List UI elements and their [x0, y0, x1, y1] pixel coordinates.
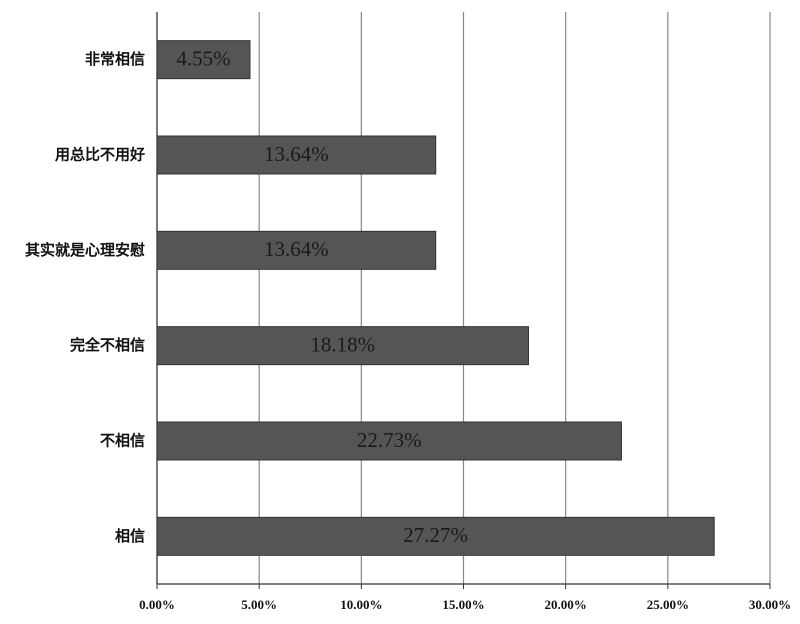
value-label: 18.18% [310, 332, 375, 356]
bar [156, 135, 437, 175]
y-tick-label: 其实就是心理安慰 [25, 241, 145, 259]
y-tick-label: 用总比不用好 [55, 146, 145, 164]
x-tick-label: 20.00% [545, 597, 587, 612]
x-tick-label: 15.00% [442, 597, 484, 612]
x-tick-label: 0.00% [139, 597, 175, 612]
y-tick-label: 相信 [115, 527, 145, 545]
value-label: 4.55% [176, 46, 230, 70]
value-label: 13.64% [264, 142, 329, 166]
bar [156, 40, 251, 80]
y-tick-label: 不相信 [100, 432, 145, 450]
x-tick-label: 10.00% [340, 597, 382, 612]
bar [156, 421, 622, 461]
x-tick-label: 5.00% [241, 597, 277, 612]
value-label: 27.27% [403, 523, 468, 547]
bar [156, 326, 529, 366]
y-tick-label: 非常相信 [85, 50, 145, 68]
value-label: 22.73% [357, 428, 422, 452]
bar [156, 516, 715, 556]
x-tick-label: 30.00% [749, 597, 791, 612]
y-tick-label: 完全不相信 [70, 336, 145, 354]
x-tick-label: 25.00% [647, 597, 689, 612]
bar [156, 230, 437, 270]
value-label: 13.64% [264, 237, 329, 261]
